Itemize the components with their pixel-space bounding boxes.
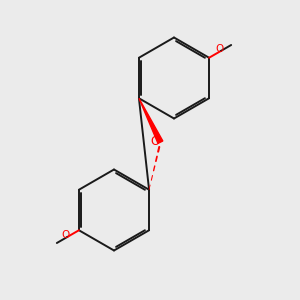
Text: O: O [215, 44, 224, 55]
Text: O: O [150, 135, 160, 148]
Polygon shape [139, 98, 163, 143]
Text: O: O [61, 230, 70, 241]
